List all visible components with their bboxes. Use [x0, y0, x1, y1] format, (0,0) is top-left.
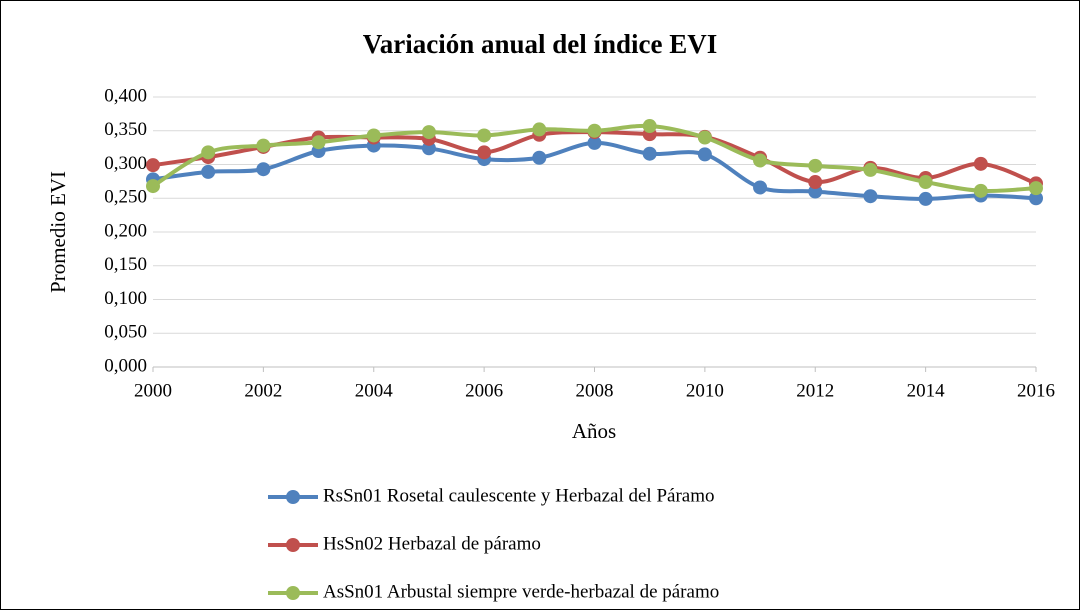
y-tick-label: 0,150 [104, 254, 147, 275]
data-point [201, 145, 216, 160]
data-point [477, 128, 492, 143]
y-tick-label: 0,300 [104, 153, 147, 174]
data-point [532, 150, 547, 165]
data-point [918, 191, 933, 206]
data-point [146, 158, 160, 173]
x-tick-label: 2004 [355, 380, 394, 401]
data-point [1029, 191, 1043, 206]
chart-title: Variación anual del índice EVI [363, 29, 718, 59]
data-point [587, 135, 602, 150]
legend-label: HsSn02 Herbazal de páramo [323, 533, 541, 554]
legend-label: RsSn01 Rosetal caulescente y Herbazal de… [323, 485, 715, 506]
data-point [753, 153, 768, 168]
data-point [146, 179, 160, 194]
data-point [1029, 181, 1043, 196]
data-point [863, 162, 878, 177]
x-tick-label: 2016 [1017, 380, 1055, 401]
y-tick-label: 0,050 [104, 322, 147, 343]
y-axis-label: Promedio EVI [46, 171, 70, 293]
x-tick-label: 2014 [907, 380, 946, 401]
data-point [808, 175, 823, 190]
data-point [256, 138, 271, 153]
data-point [642, 119, 657, 134]
x-tick-label: 2008 [576, 380, 614, 401]
x-axis-label: Años [572, 419, 616, 443]
data-point [532, 122, 547, 137]
data-point [421, 125, 436, 140]
y-tick-label: 0,400 [104, 85, 147, 106]
y-tick-label: 0,350 [104, 119, 147, 140]
data-point [918, 175, 933, 190]
data-point [973, 156, 988, 171]
data-point [587, 123, 602, 138]
data-point [256, 162, 271, 177]
data-point [697, 147, 712, 162]
data-point [697, 130, 712, 145]
data-point [311, 135, 326, 150]
y-tick-label: 0,100 [104, 288, 147, 309]
data-point [366, 128, 381, 143]
data-point [477, 145, 492, 160]
data-point [863, 189, 878, 204]
data-point [973, 183, 988, 198]
x-tick-label: 2012 [796, 380, 834, 401]
y-tick-label: 0,200 [104, 220, 147, 241]
data-point [201, 164, 216, 179]
data-point [642, 146, 657, 161]
data-point [808, 158, 823, 173]
legend-label: AsSn01 Arbustal siempre verde-herbazal d… [323, 581, 719, 602]
x-tick-label: 2002 [244, 380, 282, 401]
x-tick-label: 2010 [686, 380, 724, 401]
legend-marker [286, 490, 300, 504]
legend-marker [286, 538, 300, 552]
legend-marker [286, 586, 300, 600]
x-tick-label: 2006 [465, 380, 503, 401]
data-point [753, 180, 768, 195]
y-tick-label: 0,250 [104, 187, 147, 208]
x-tick-label: 2000 [134, 380, 172, 401]
y-tick-label: 0,000 [104, 355, 147, 376]
